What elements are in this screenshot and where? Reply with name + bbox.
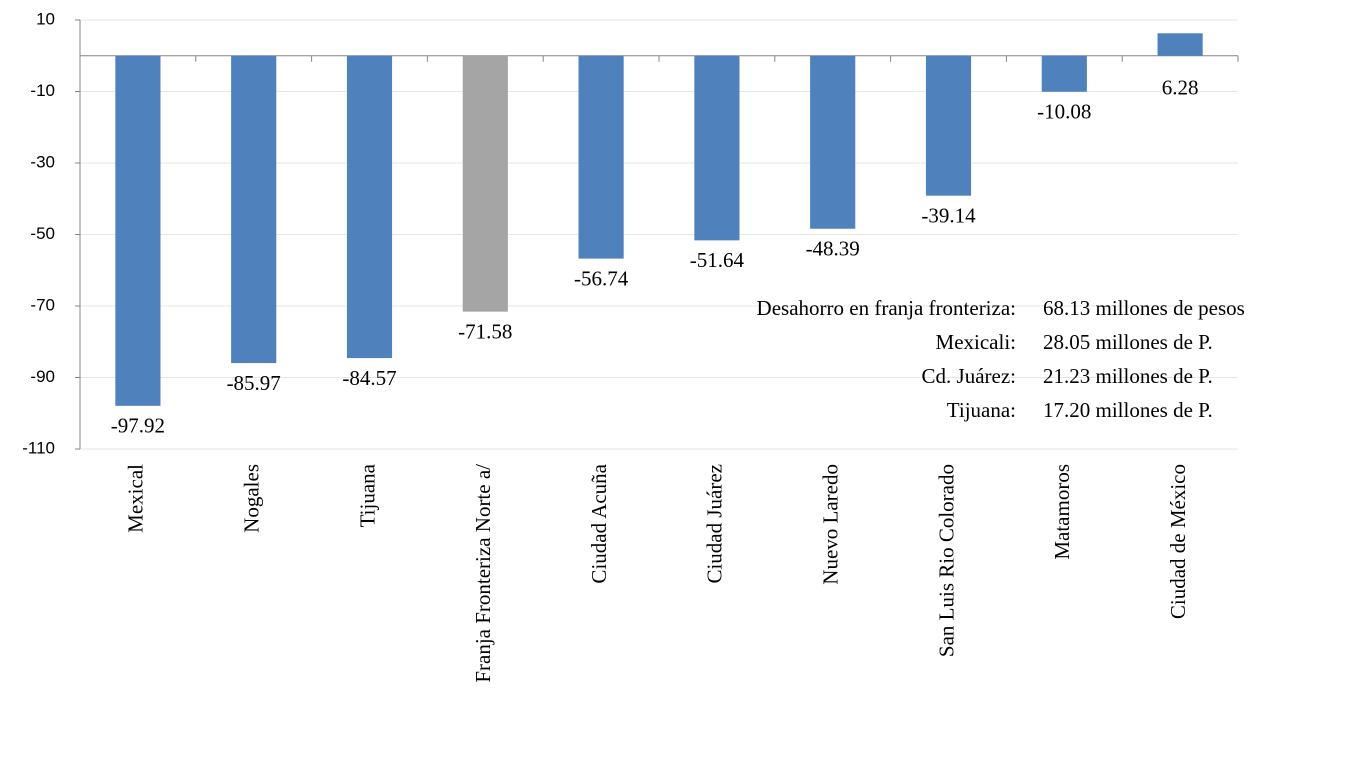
y-tick-label: -10 xyxy=(30,81,55,100)
x-tick-label: Nogales xyxy=(240,464,264,533)
data-label: -10.08 xyxy=(1037,100,1091,124)
x-tick-label: Nuevo Laredo xyxy=(819,464,843,585)
bar xyxy=(925,55,972,196)
bar xyxy=(1157,33,1203,56)
x-tick-label: San Luis Rio Colorado xyxy=(934,464,958,657)
annotation-text: 21.23 millones de P. xyxy=(1043,364,1213,388)
data-label: 6.28 xyxy=(1162,76,1199,100)
data-label: -51.64 xyxy=(690,248,745,272)
annotation-text: 68.13 millones de pesos xyxy=(1043,296,1245,320)
y-tick-label: 10 xyxy=(36,9,55,28)
y-tick-label: -110 xyxy=(22,438,55,457)
data-label: -71.58 xyxy=(458,319,512,343)
bar xyxy=(231,55,277,364)
x-tick-label: Franja Fronteriza Norte a/ xyxy=(471,464,495,683)
bar xyxy=(578,55,624,259)
x-tick-label: Mexical xyxy=(124,464,148,533)
annotation-label: Mexicali: xyxy=(936,330,1016,354)
y-tick-label: -30 xyxy=(30,152,55,171)
y-tick-label: -50 xyxy=(30,224,55,243)
bar xyxy=(115,55,161,406)
annotation-label: Tijuana: xyxy=(947,398,1016,422)
bar xyxy=(694,55,740,241)
annotation-text: 28.05 millones de P. xyxy=(1043,330,1213,354)
y-tick-label: -90 xyxy=(30,367,55,386)
bar xyxy=(346,55,393,359)
data-label: -56.74 xyxy=(574,266,629,290)
x-tick-label: Ciudad Acuña xyxy=(587,463,611,583)
x-tick-label: Ciudad de México xyxy=(1166,464,1190,619)
annotation-label: Desahorro en franja fronteriza: xyxy=(757,296,1016,320)
data-label: -48.39 xyxy=(806,237,860,261)
annotation-label: Cd. Juárez: xyxy=(922,364,1016,388)
data-label: -39.14 xyxy=(921,203,976,227)
x-tick-label: Matamoros xyxy=(1050,464,1074,560)
bar xyxy=(1041,55,1087,92)
data-label: -85.97 xyxy=(227,371,281,395)
y-tick-label: -70 xyxy=(30,295,55,314)
annotation-text: 17.20 millones de P. xyxy=(1043,398,1213,422)
x-tick-label: Tijuana xyxy=(355,463,379,527)
bar xyxy=(810,55,856,229)
x-tick-label: Ciudad Juárez xyxy=(703,464,727,584)
data-label: -84.57 xyxy=(342,366,396,390)
bar xyxy=(462,55,508,312)
data-label: -97.92 xyxy=(111,414,165,438)
